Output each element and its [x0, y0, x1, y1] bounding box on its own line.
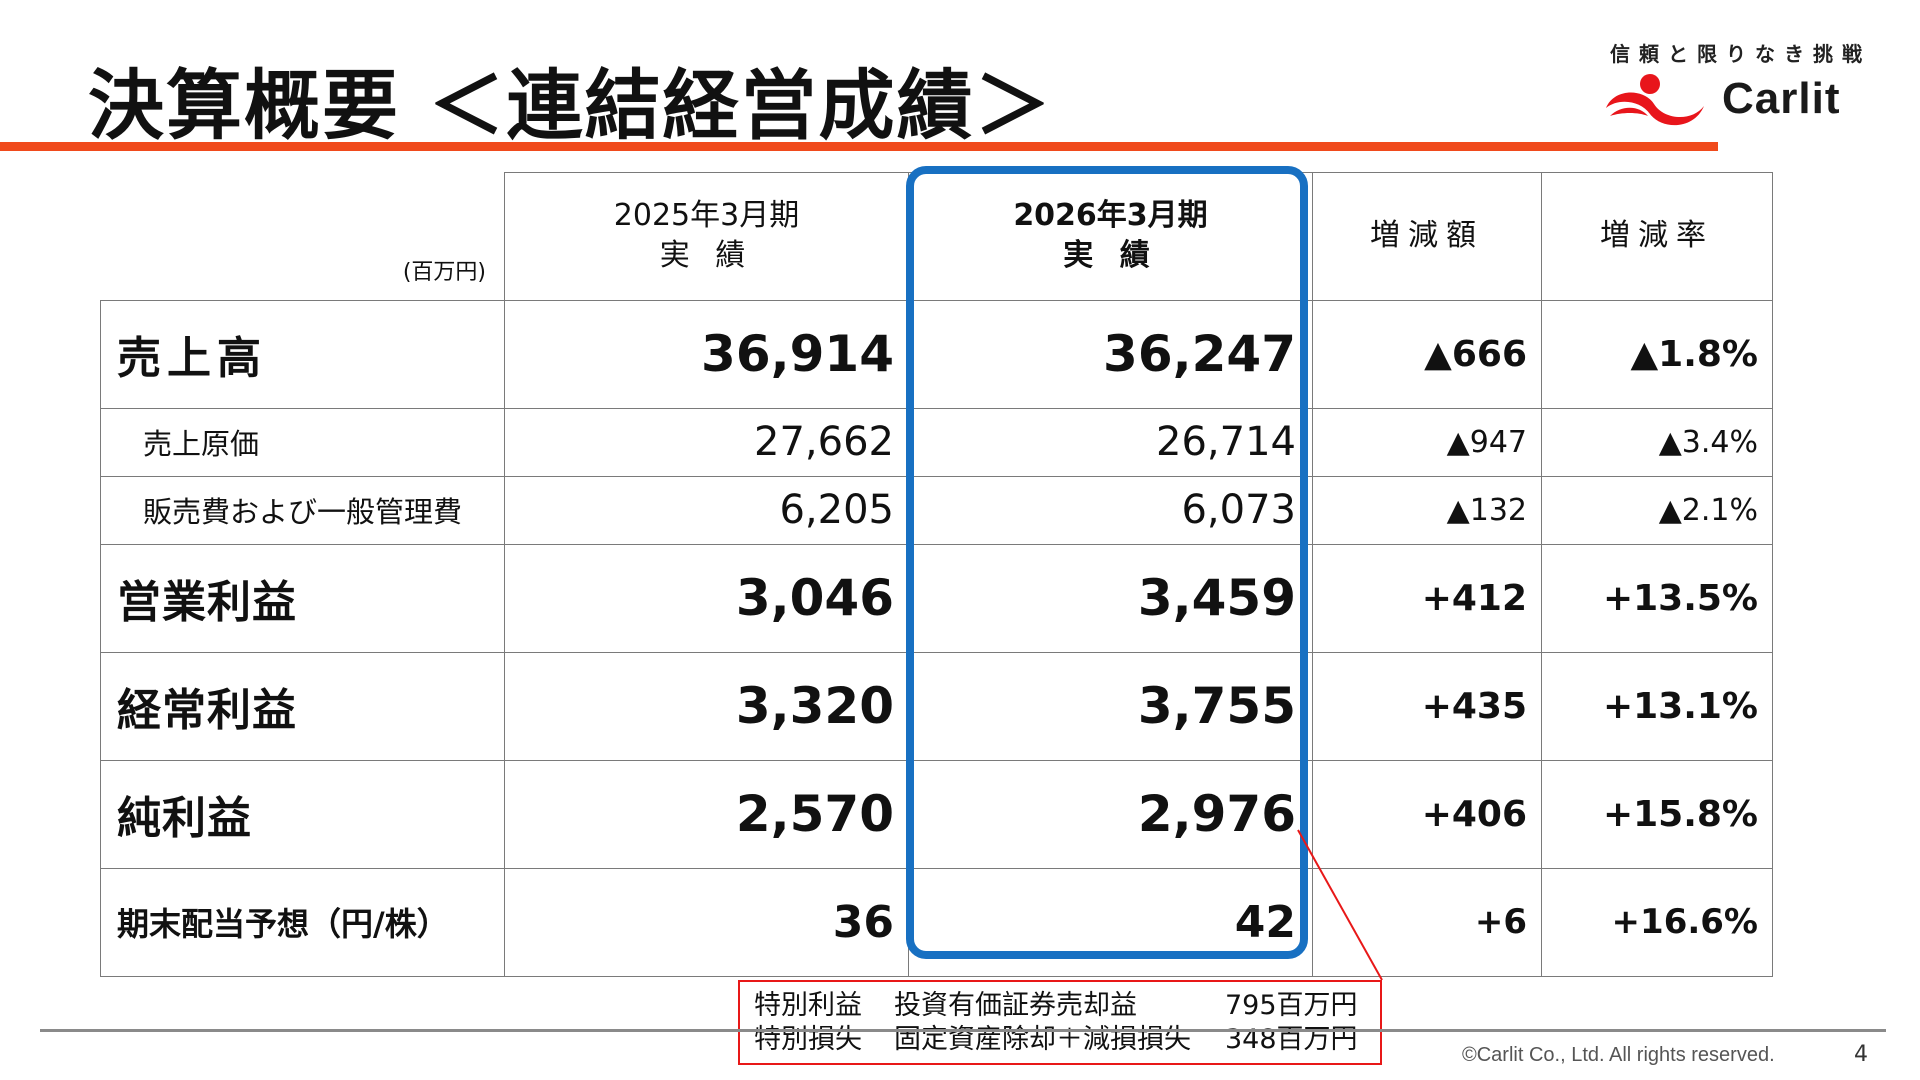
value-fy2026: 6,073 [908, 475, 1313, 545]
fy2026-column-highlight [906, 166, 1308, 959]
value-change-rate: +15.8% [1541, 759, 1773, 869]
col-header-fy2026: 2026年3月期 実 績 [908, 172, 1313, 301]
row-label: 純利益 [100, 759, 505, 869]
value-change-amount: +412 [1312, 543, 1542, 653]
value-change-rate: ▲1.8% [1541, 299, 1773, 409]
value-change-rate: ▲3.4% [1541, 407, 1773, 477]
value-fy2025: 6,205 [504, 475, 909, 545]
value-fy2025: 2,570 [504, 759, 909, 869]
page-title: 決算概要 ＜連結経営成績＞ [88, 61, 1053, 150]
table-row-net-income: 純利益 2,570 2,976 +406 +15.8% [100, 759, 1773, 869]
value-change-amount: +406 [1312, 759, 1542, 869]
value-fy2025: 3,046 [504, 543, 909, 653]
note-item: 投資有価証券売却益 [894, 990, 1137, 1021]
value-change-amount: +6 [1312, 867, 1542, 977]
table-row-sga: 販売費および一般管理費 6,205 6,073 ▲132 ▲2.1% [100, 475, 1773, 545]
row-label: 販売費および一般管理費 [100, 475, 505, 545]
table-header-row: (百万円) 2025年3月期 実 績 2026年3月期 実 績 増減額 増減率 [100, 172, 1773, 301]
company-logo: Carlit [1600, 72, 1840, 126]
col-header-change-amount-label: 増減額 [1370, 218, 1484, 254]
col-header-fy2025-period: 2025年3月期 [613, 198, 800, 234]
col-header-change-rate: 増減率 [1541, 172, 1773, 301]
page-number: 4 [1854, 1042, 1868, 1067]
extraordinary-items-note: 特別利益 投資有価証券売却益 795百万円 特別損失 固定資産除却＋減損損失 3… [738, 980, 1382, 1065]
logo-wordmark: Carlit [1722, 74, 1841, 123]
col-header-fy2026-period: 2026年3月期 [1013, 198, 1208, 234]
col-header-change-amount: 増減額 [1312, 172, 1542, 301]
footer-divider [40, 1029, 1886, 1032]
value-change-rate: +13.1% [1541, 651, 1773, 761]
value-fy2026: 3,755 [908, 651, 1313, 761]
col-header-fy2026-actual: 実 績 [1063, 238, 1158, 274]
value-fy2026: 36,247 [908, 299, 1313, 409]
col-header-fy2025: 2025年3月期 実 績 [504, 172, 909, 301]
title-underline [0, 142, 1718, 151]
value-fy2026: 2,976 [908, 759, 1313, 869]
value-fy2025: 3,320 [504, 651, 909, 761]
value-change-amount: ▲132 [1312, 475, 1542, 545]
col-header-change-rate-label: 増減率 [1600, 218, 1714, 254]
carlit-logo-mark-icon [1606, 74, 1704, 126]
row-label: 営業利益 [100, 543, 505, 653]
value-change-rate: ▲2.1% [1541, 475, 1773, 545]
value-change-amount: +435 [1312, 651, 1542, 761]
value-change-amount: ▲666 [1312, 299, 1542, 409]
table-row-cost-of-sales: 売上原価 27,662 26,714 ▲947 ▲3.4% [100, 407, 1773, 477]
row-label: 売上高 [100, 299, 505, 409]
value-fy2025: 36,914 [504, 299, 909, 409]
value-change-rate: +16.6% [1541, 867, 1773, 977]
note-type: 特別利益 [754, 990, 862, 1021]
note-line-extraordinary-gain: 特別利益 投資有価証券売却益 795百万円 [754, 989, 1380, 1023]
value-change-amount: ▲947 [1312, 407, 1542, 477]
value-change-rate: +13.5% [1541, 543, 1773, 653]
row-label: 経常利益 [100, 651, 505, 761]
value-fy2025: 27,662 [504, 407, 909, 477]
col-header-fy2025-actual: 実 績 [659, 238, 754, 274]
unit-label: (百万円) [100, 172, 505, 301]
table-row-operating-profit: 営業利益 3,046 3,459 +412 +13.5% [100, 543, 1773, 653]
value-fy2026: 3,459 [908, 543, 1313, 653]
note-amount: 795百万円 [1225, 990, 1358, 1021]
value-fy2026: 26,714 [908, 407, 1313, 477]
row-label: 期末配当予想（円/株） [100, 867, 505, 977]
table-row-ordinary-profit: 経常利益 3,320 3,755 +435 +13.1% [100, 651, 1773, 761]
table-row-net-sales: 売上高 36,914 36,247 ▲666 ▲1.8% [100, 299, 1773, 409]
company-tagline: 信頼と限りなき挑戦 [1610, 42, 1871, 66]
copyright-notice: ©Carlit Co., Ltd. All rights reserved. [1462, 1044, 1775, 1066]
value-fy2025: 36 [504, 867, 909, 977]
row-label: 売上原価 [100, 407, 505, 477]
